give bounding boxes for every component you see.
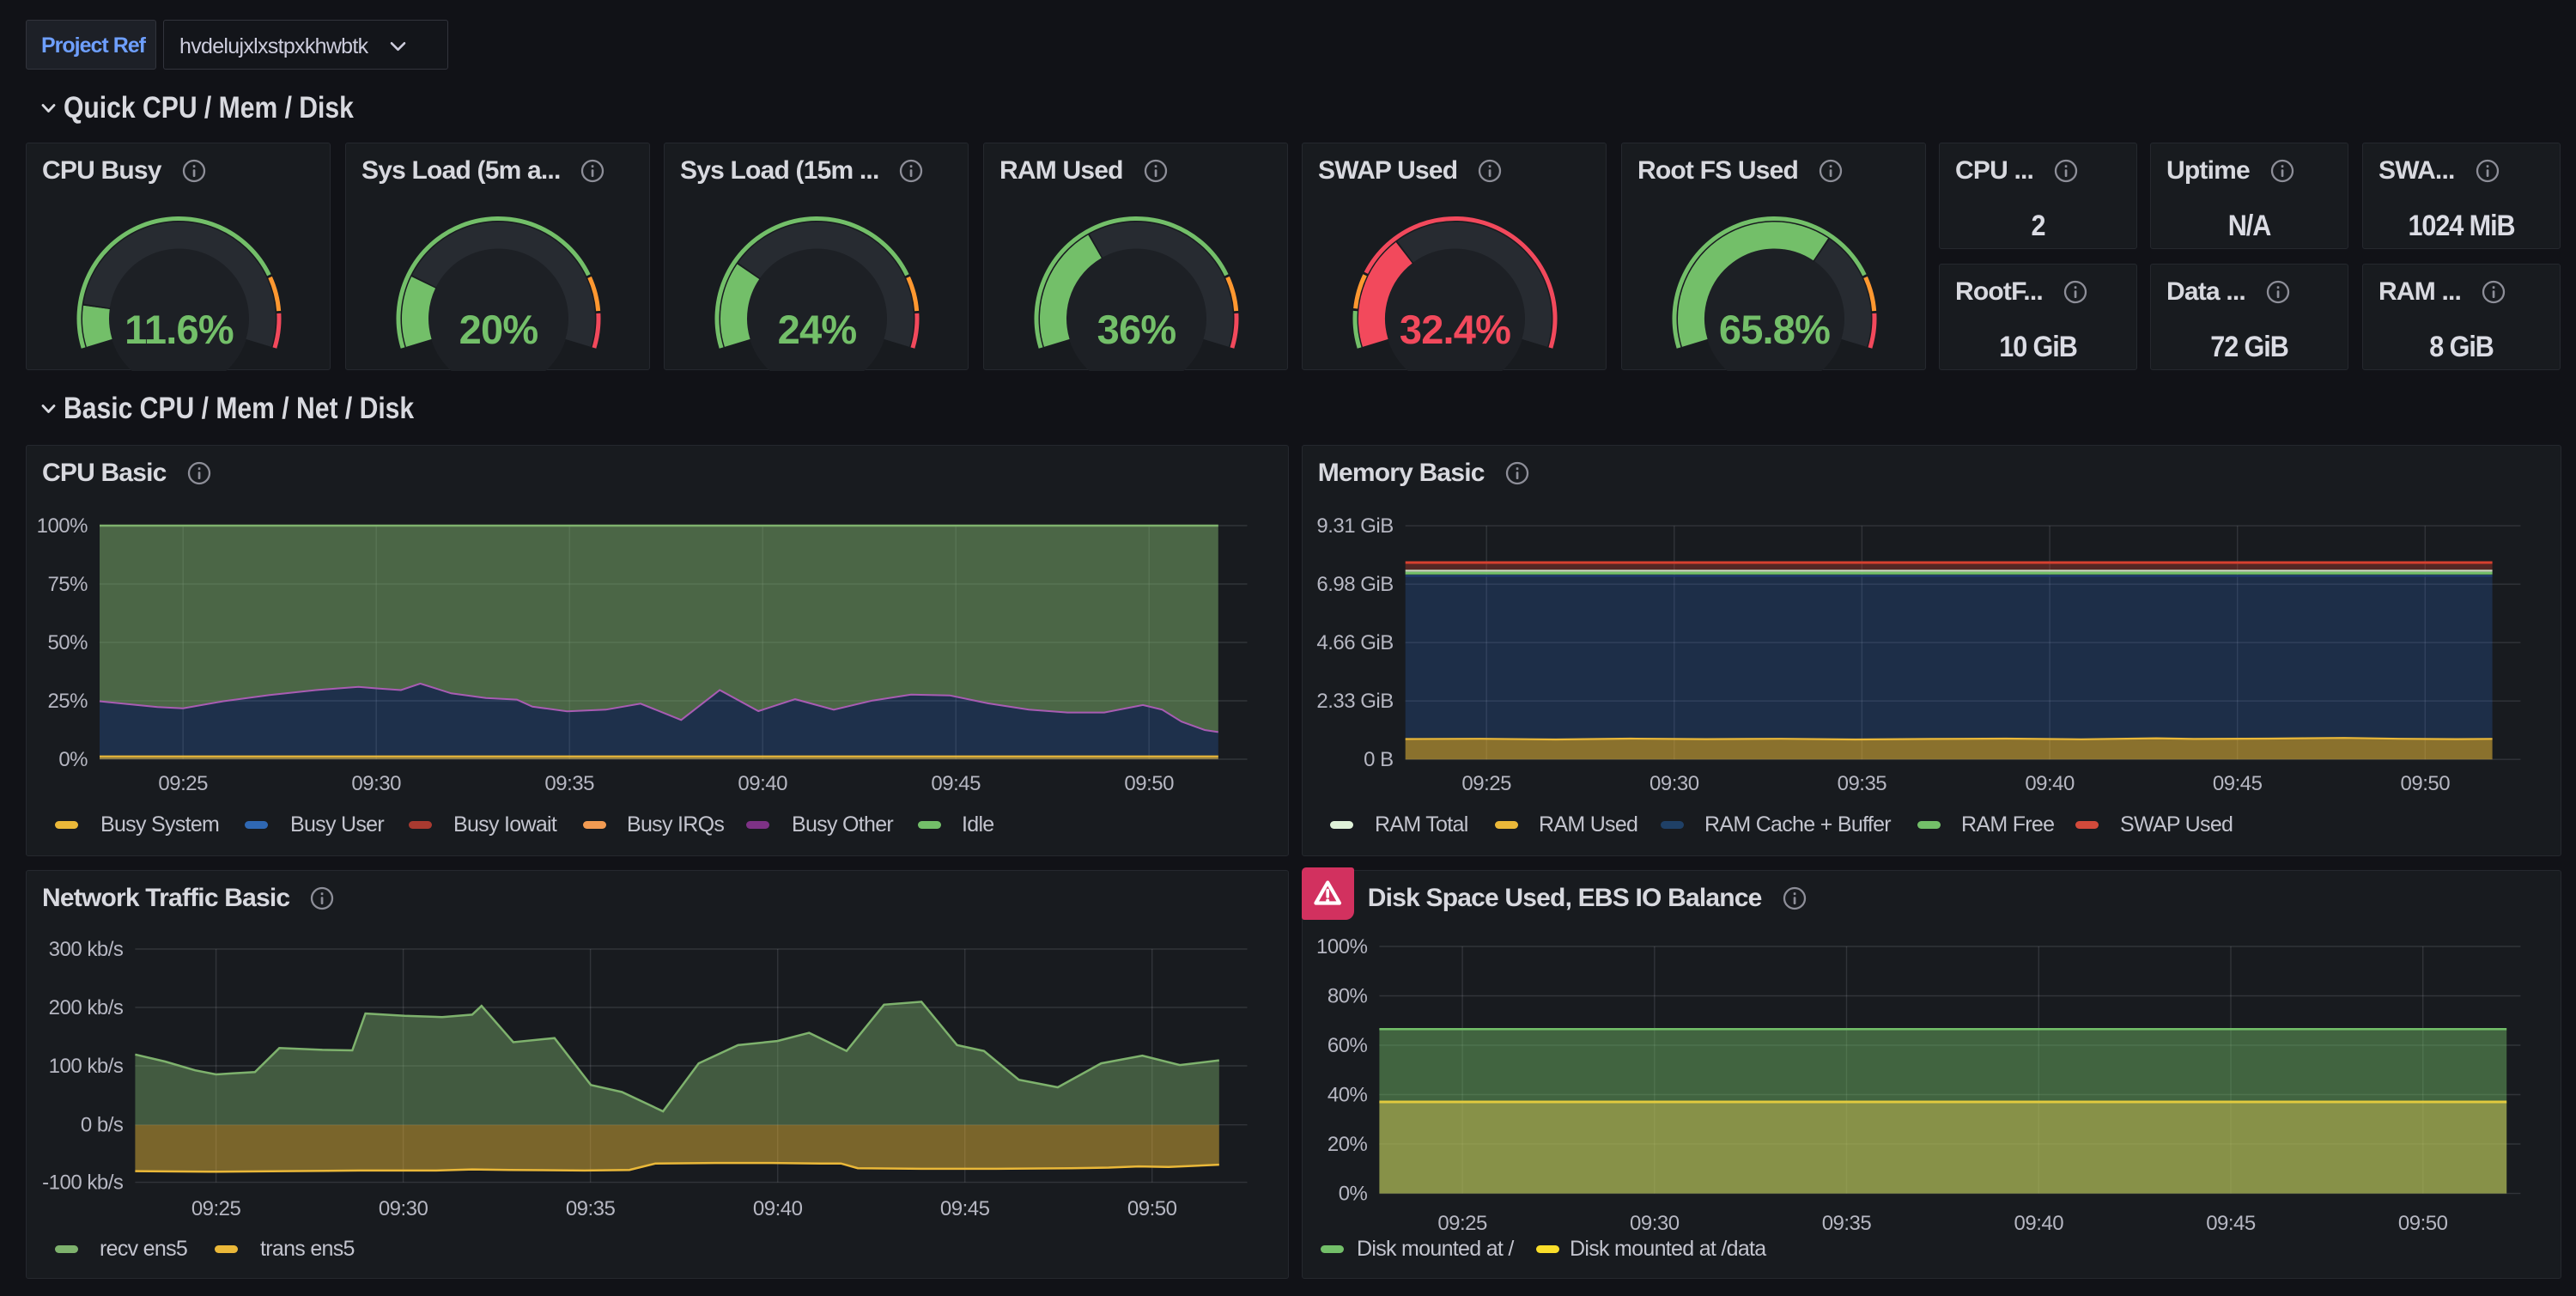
- svg-text:300 kb/s: 300 kb/s: [49, 938, 124, 961]
- svg-text:60%: 60%: [1327, 1034, 1368, 1057]
- svg-text:20%: 20%: [1327, 1133, 1368, 1156]
- svg-text:09:50: 09:50: [1124, 772, 1174, 795]
- svg-text:09:25: 09:25: [191, 1197, 241, 1220]
- svg-text:100 kb/s: 100 kb/s: [49, 1055, 124, 1078]
- svg-text:09:30: 09:30: [351, 772, 401, 795]
- svg-text:09:35: 09:35: [1837, 772, 1886, 795]
- svg-text:09:50: 09:50: [2398, 1212, 2448, 1235]
- svg-text:200 kb/s: 200 kb/s: [49, 996, 124, 1019]
- svg-text:50%: 50%: [47, 631, 88, 654]
- svg-text:09:50: 09:50: [2400, 772, 2450, 795]
- svg-text:09:35: 09:35: [1822, 1212, 1872, 1235]
- svg-text:09:35: 09:35: [566, 1197, 616, 1220]
- svg-text:09:40: 09:40: [2025, 772, 2075, 795]
- svg-text:09:45: 09:45: [931, 772, 981, 795]
- svg-text:09:45: 09:45: [940, 1197, 990, 1220]
- svg-text:2.33 GiB: 2.33 GiB: [1316, 690, 1393, 713]
- svg-text:20%: 20%: [459, 307, 538, 352]
- svg-text:0 B: 0 B: [1364, 748, 1394, 771]
- svg-text:09:30: 09:30: [1649, 772, 1699, 795]
- svg-text:09:40: 09:40: [2014, 1212, 2063, 1235]
- svg-text:25%: 25%: [47, 690, 88, 713]
- svg-text:09:30: 09:30: [1630, 1212, 1680, 1235]
- svg-text:09:25: 09:25: [158, 772, 208, 795]
- svg-text:09:45: 09:45: [2206, 1212, 2256, 1235]
- svg-text:09:40: 09:40: [753, 1197, 803, 1220]
- svg-text:6.98 GiB: 6.98 GiB: [1316, 573, 1393, 596]
- svg-text:-100 kb/s: -100 kb/s: [42, 1171, 124, 1195]
- svg-text:65.8%: 65.8%: [1719, 307, 1830, 352]
- svg-text:09:30: 09:30: [379, 1197, 428, 1220]
- svg-text:40%: 40%: [1327, 1083, 1368, 1106]
- svg-text:100%: 100%: [1316, 935, 1368, 958]
- svg-text:80%: 80%: [1327, 985, 1368, 1008]
- svg-text:9.31 GiB: 9.31 GiB: [1316, 514, 1393, 538]
- svg-text:0%: 0%: [58, 748, 88, 771]
- svg-text:09:40: 09:40: [738, 772, 787, 795]
- svg-text:09:50: 09:50: [1127, 1197, 1177, 1220]
- svg-text:32.4%: 32.4%: [1400, 307, 1510, 352]
- svg-text:100%: 100%: [37, 514, 88, 538]
- svg-text:09:45: 09:45: [2213, 772, 2263, 795]
- svg-text:09:25: 09:25: [1437, 1212, 1487, 1235]
- svg-text:4.66 GiB: 4.66 GiB: [1316, 631, 1393, 654]
- svg-text:75%: 75%: [47, 573, 88, 596]
- svg-text:11.6%: 11.6%: [125, 307, 234, 352]
- svg-text:09:35: 09:35: [544, 772, 594, 795]
- svg-text:0%: 0%: [1339, 1183, 1368, 1206]
- svg-text:0 b/s: 0 b/s: [81, 1114, 124, 1137]
- svg-text:36%: 36%: [1097, 307, 1176, 352]
- svg-text:09:25: 09:25: [1461, 772, 1511, 795]
- svg-text:24%: 24%: [778, 307, 857, 352]
